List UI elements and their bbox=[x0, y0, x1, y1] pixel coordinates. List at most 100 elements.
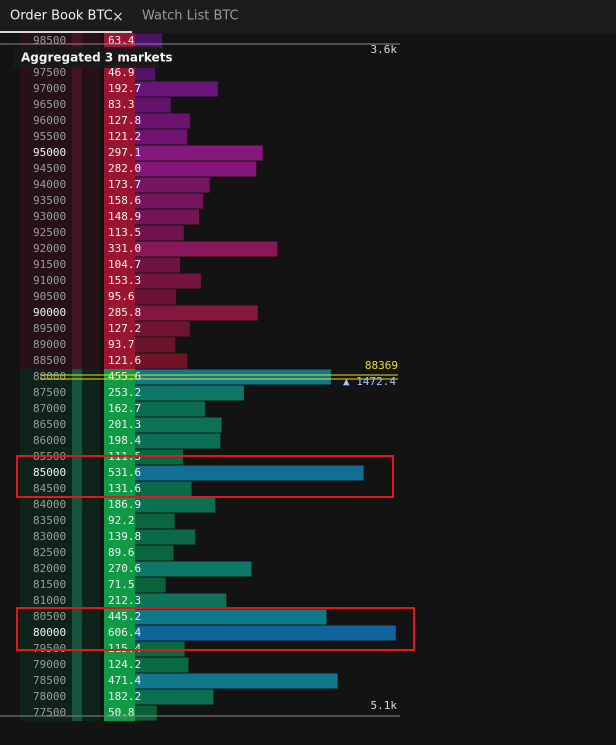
heat-cell bbox=[72, 225, 82, 241]
size: 83.3 bbox=[108, 98, 135, 111]
price: 91500 bbox=[33, 258, 66, 271]
size: 455.6 bbox=[108, 370, 141, 383]
heat-cell bbox=[72, 625, 82, 641]
size: 158.6 bbox=[108, 194, 141, 207]
tab[interactable]: Order Book BTC bbox=[10, 9, 113, 24]
size: 153.3 bbox=[108, 274, 141, 287]
size-column bbox=[104, 705, 135, 721]
size: 606.4 bbox=[108, 626, 141, 639]
size-bar bbox=[135, 497, 216, 513]
size-column bbox=[104, 145, 135, 161]
size: 127.2 bbox=[108, 322, 141, 335]
size-column bbox=[104, 305, 135, 321]
heat-cell bbox=[72, 513, 82, 529]
size: 471.4 bbox=[108, 674, 141, 687]
heat-cell bbox=[72, 161, 82, 177]
price: 86500 bbox=[33, 418, 66, 431]
size-column bbox=[104, 225, 135, 241]
size-column bbox=[104, 65, 135, 81]
heat-cell bbox=[72, 257, 82, 273]
price: 92000 bbox=[33, 242, 66, 255]
size-bar bbox=[135, 545, 174, 561]
size: 148.9 bbox=[108, 210, 141, 223]
size: 186.9 bbox=[108, 498, 141, 511]
size: 331.0 bbox=[108, 242, 141, 255]
size-column bbox=[104, 657, 135, 673]
heat-cell bbox=[72, 337, 82, 353]
size-column bbox=[104, 609, 135, 625]
size-bar bbox=[135, 193, 204, 209]
size-bar bbox=[135, 609, 327, 625]
price: 88500 bbox=[33, 354, 66, 367]
size-bar bbox=[135, 401, 205, 417]
heat-cell bbox=[72, 545, 82, 561]
size-bar bbox=[135, 33, 163, 49]
price: 78500 bbox=[33, 674, 66, 687]
heat-cell bbox=[72, 481, 82, 497]
heat-cell bbox=[72, 177, 82, 193]
size: 104.7 bbox=[108, 258, 141, 271]
price: 87500 bbox=[33, 386, 66, 399]
size-bar bbox=[135, 65, 156, 81]
heat-cell bbox=[72, 113, 82, 129]
price: 93000 bbox=[33, 210, 66, 223]
size-bar bbox=[135, 369, 331, 385]
size-bar bbox=[135, 145, 263, 161]
price: 78000 bbox=[33, 690, 66, 703]
size-bar bbox=[135, 225, 184, 241]
size: 182.2 bbox=[108, 690, 141, 703]
close-icon[interactable]: × bbox=[112, 9, 124, 25]
size-column bbox=[104, 401, 135, 417]
size: 121.6 bbox=[108, 354, 141, 367]
size-column bbox=[104, 497, 135, 513]
heat-cell bbox=[72, 417, 82, 433]
size-bar bbox=[135, 593, 227, 609]
price: 97500 bbox=[33, 66, 66, 79]
size: 63.4 bbox=[108, 34, 135, 47]
size-bar bbox=[135, 177, 210, 193]
heat-cell bbox=[72, 561, 82, 577]
price: 95000 bbox=[33, 146, 66, 159]
size-column bbox=[104, 81, 135, 97]
size: 124.2 bbox=[108, 658, 141, 671]
size-bar bbox=[135, 353, 188, 369]
size-column bbox=[104, 689, 135, 705]
heat-cell bbox=[72, 305, 82, 321]
size: 139.8 bbox=[108, 530, 141, 543]
heat-cell bbox=[72, 465, 82, 481]
size-bar bbox=[135, 417, 222, 433]
price: 80500 bbox=[33, 610, 66, 623]
price: 77500 bbox=[33, 706, 66, 719]
size-bar bbox=[135, 129, 188, 145]
size: 270.6 bbox=[108, 562, 141, 575]
size-bar bbox=[135, 465, 364, 481]
size-column bbox=[104, 545, 135, 561]
size-column bbox=[104, 593, 135, 609]
heat-cell bbox=[72, 81, 82, 97]
tab[interactable]: Watch List BTC bbox=[142, 9, 239, 24]
size-bar bbox=[135, 305, 258, 321]
size: 71.5 bbox=[108, 578, 135, 591]
price: 81000 bbox=[33, 594, 66, 607]
price: 88000 bbox=[33, 370, 66, 383]
size: 89.6 bbox=[108, 546, 135, 559]
size-bar bbox=[135, 577, 166, 593]
size-column bbox=[104, 417, 135, 433]
size-bar bbox=[135, 673, 338, 689]
price: 91000 bbox=[33, 274, 66, 287]
heat-cell bbox=[72, 609, 82, 625]
size-column bbox=[104, 193, 135, 209]
price: 79000 bbox=[33, 658, 66, 671]
size: 115.4 bbox=[108, 642, 141, 655]
heat-cell bbox=[72, 241, 82, 257]
size: 282.0 bbox=[108, 162, 141, 175]
size-bar bbox=[135, 209, 200, 225]
size-bar bbox=[135, 161, 257, 177]
size-bar bbox=[135, 657, 189, 673]
size-column bbox=[104, 289, 135, 305]
size-column bbox=[104, 241, 135, 257]
size: 162.7 bbox=[108, 402, 141, 415]
depth-label: 5.1k bbox=[371, 699, 398, 712]
size-bar bbox=[135, 81, 218, 97]
